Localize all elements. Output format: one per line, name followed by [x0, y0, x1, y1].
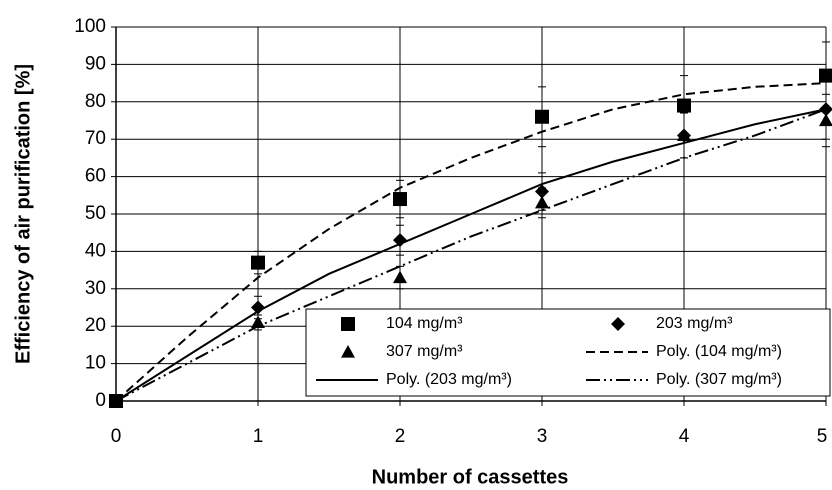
x-tick-label: 1: [253, 426, 264, 447]
y-tick-label: 70: [85, 128, 106, 149]
y-tick-label: 0: [95, 390, 106, 411]
legend-label: 307 mg/m³: [386, 343, 463, 360]
marker: [393, 270, 407, 284]
marker: [251, 255, 265, 270]
x-tick-label: 2: [395, 426, 406, 447]
trendline: [115, 108, 827, 402]
marker: [251, 300, 265, 315]
legend-label: Poly. (203 mg/m³): [386, 371, 512, 388]
x-axis-label: Number of cassettes: [372, 466, 569, 488]
marker: [819, 113, 832, 127]
marker: [251, 315, 265, 329]
x-tick-label: 0: [111, 426, 122, 447]
y-tick-label: 60: [85, 166, 106, 187]
marker: [341, 345, 355, 358]
x-tick-label: 5: [817, 426, 828, 447]
y-tick-label: 50: [85, 203, 106, 224]
marker: [677, 128, 691, 142]
y-tick-label: 80: [85, 91, 106, 112]
y-tick-label: 90: [85, 53, 106, 74]
y-tick-label: 10: [85, 353, 106, 374]
x-tick-label: 3: [537, 426, 548, 447]
marker: [677, 98, 691, 113]
marker: [535, 195, 549, 209]
y-tick-label: 100: [74, 16, 106, 37]
trendline: [115, 82, 827, 402]
y-tick-label: 30: [85, 278, 106, 299]
legend: [305, 308, 831, 397]
legend-label: 203 mg/m³: [656, 315, 733, 332]
marker: [611, 317, 625, 331]
marker: [393, 192, 407, 207]
legend-label: Poly. (104 mg/m³): [656, 343, 782, 360]
marker: [341, 317, 355, 331]
y-tick-label: 20: [85, 315, 106, 336]
x-tick-label: 4: [679, 426, 690, 447]
marker: [535, 109, 549, 124]
y-axis-label: Efficiency of air purification [%]: [12, 64, 34, 364]
marker: [393, 233, 407, 248]
legend-label: Poly. (307 mg/m³): [656, 371, 782, 388]
y-tick-label: 40: [85, 240, 106, 261]
legend-label: 104 mg/m³: [386, 315, 463, 332]
marker: [109, 394, 123, 407]
trendline: [115, 108, 827, 402]
